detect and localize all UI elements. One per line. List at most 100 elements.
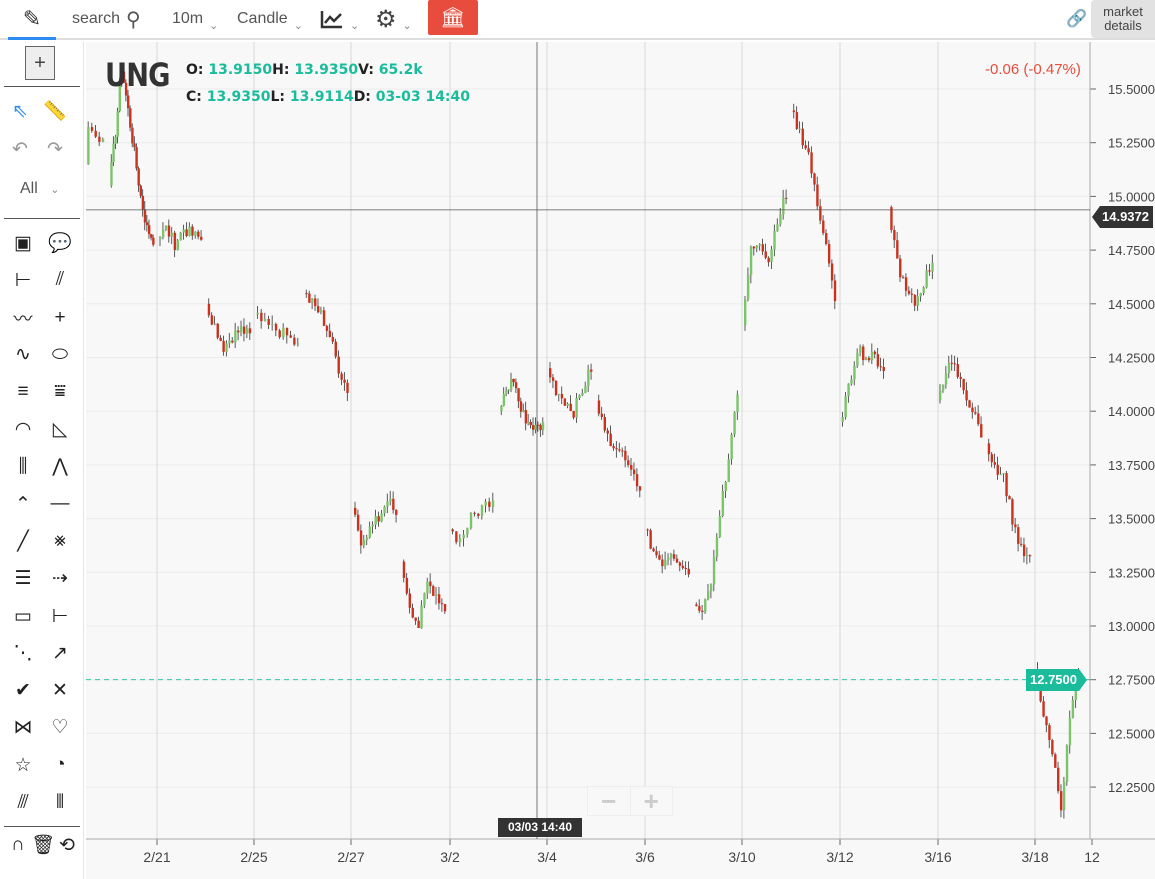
chart-type-dropdown[interactable]: Candle ⌄ [237,0,303,38]
candle [507,389,510,391]
candle [469,512,473,529]
zigzag-icon[interactable]: ⌃ [15,493,31,515]
range-icon[interactable]: ⊢ [14,269,32,291]
candle [867,357,871,361]
candle [305,293,308,295]
candle [876,354,880,367]
text-icon[interactable]: ▣ [14,232,32,254]
redo-icon[interactable]: ↷ [47,138,63,160]
check-icon[interactable]: ✔ [15,680,31,702]
search-button[interactable]: search ⚲ [72,0,141,38]
candle [996,464,999,475]
wave-icon[interactable]: 〰 [13,309,33,331]
candle [1042,701,1045,717]
chart-area[interactable]: 15.5000 15.2500 15.0000 14.7500 14.5000 14.25… [86,42,1155,879]
heart-icon[interactable]: ♡ [51,717,69,739]
candle [402,561,406,578]
pen-icon[interactable]: ⫻ [17,791,29,813]
link-button[interactable]: 🔗 [1066,0,1087,38]
candle [841,417,844,422]
x-tick-label: 12 [1084,849,1100,865]
candle [197,231,200,237]
candle [744,299,747,326]
candle [389,498,392,502]
candle [222,340,225,352]
candle [782,197,785,215]
parallel-lines-icon[interactable]: ⫽ [55,269,65,291]
interval-dropdown[interactable]: 10m ⌄ [172,0,218,38]
ruler-icon[interactable]: 📏 [43,101,67,122]
ellipse-icon[interactable]: ⬭ [51,343,69,365]
low-label: L: [270,89,286,105]
extended-line-icon[interactable]: ⇢ [52,568,68,590]
candle [167,225,171,237]
candle [597,400,601,414]
magnet-icon[interactable]: ∩ [11,834,25,855]
reset-icon[interactable]: ⟲ [59,834,75,856]
channel-icon[interactable]: ☰ [14,568,32,590]
speed-lines-icon[interactable]: ⋱ [13,642,33,664]
curve-icon[interactable]: ∿ [15,344,31,366]
candle [704,599,707,613]
candle [118,83,122,112]
zoom-out-button[interactable]: − [601,786,617,816]
fib-arcs-icon[interactable]: ◠ [14,419,32,440]
candle [405,577,409,594]
candle [135,147,138,169]
candle [207,303,211,316]
candle [87,127,90,165]
candle [706,590,710,600]
candle [152,237,155,245]
candle [646,529,649,531]
candle [473,512,476,514]
zoom-in-button[interactable]: + [629,787,673,815]
fib-channel-icon[interactable]: ⩸ [54,381,66,403]
cross-icon[interactable]: + [54,306,66,328]
candle [678,562,682,566]
indicators-dropdown[interactable]: ⌄ [320,0,359,38]
cross-lines-icon[interactable]: ⨳ [54,530,66,552]
bowtie-icon[interactable]: ⋈ [13,717,33,739]
candle [502,393,506,406]
crosshair-tool-icon[interactable]: + [25,46,55,80]
candle [1002,473,1005,475]
price-range-icon[interactable]: ⊢ [51,605,69,627]
ohlc-row-2: C: 13.9350L: 13.9114D: 03-03 14:40 [186,89,470,105]
undo-icon[interactable]: ↶ [12,138,28,160]
open-value: 13.9150 [208,62,273,78]
candle [129,108,132,128]
candle [267,318,270,325]
pointer-icon[interactable]: ⇖ [12,100,28,122]
candle [541,422,545,431]
candle [293,337,296,345]
candle [120,71,124,84]
settings-dropdown[interactable]: ⚙ ⌄ [375,0,412,38]
fib-time-icon[interactable]: ⫼ [18,455,28,477]
draw-tab[interactable]: ✎ [8,0,56,40]
candle [512,378,515,383]
pitchfork-icon[interactable]: ⋀ [52,456,68,478]
candle [411,607,414,618]
bank-button[interactable]: 🏛 [428,0,478,35]
trash-icon[interactable]: 🗑 [30,835,56,856]
market-details-button[interactable]: market details [1091,0,1155,38]
symbol-label: UNG [105,56,170,94]
arrow-icon[interactable]: ↗ [52,642,68,664]
horizontal-line-icon[interactable]: — [50,493,70,515]
fib-levels-icon[interactable]: ≡ [17,381,29,403]
candlestick-chart[interactable]: 15.5000 15.2500 15.0000 14.7500 14.5000 14.25… [86,42,1155,879]
candle [701,610,704,613]
candle [285,327,289,336]
star-icon[interactable]: ☆ [14,754,32,776]
tool-filter-dropdown[interactable]: All ⌄ [20,180,59,198]
vertical-lines-icon[interactable]: ⦀ [55,791,65,813]
x-icon[interactable]: ✕ [52,680,68,702]
callout-icon[interactable]: 💬 [48,233,72,254]
candle [667,557,670,560]
gauge-icon[interactable]: ◔ [54,754,66,776]
fib-fan-icon[interactable]: ◺ [52,419,68,440]
candle [615,448,618,450]
rectangle-icon[interactable]: ▭ [14,605,32,627]
candle [1008,496,1011,500]
trend-line-icon[interactable]: ╱ [17,530,29,552]
